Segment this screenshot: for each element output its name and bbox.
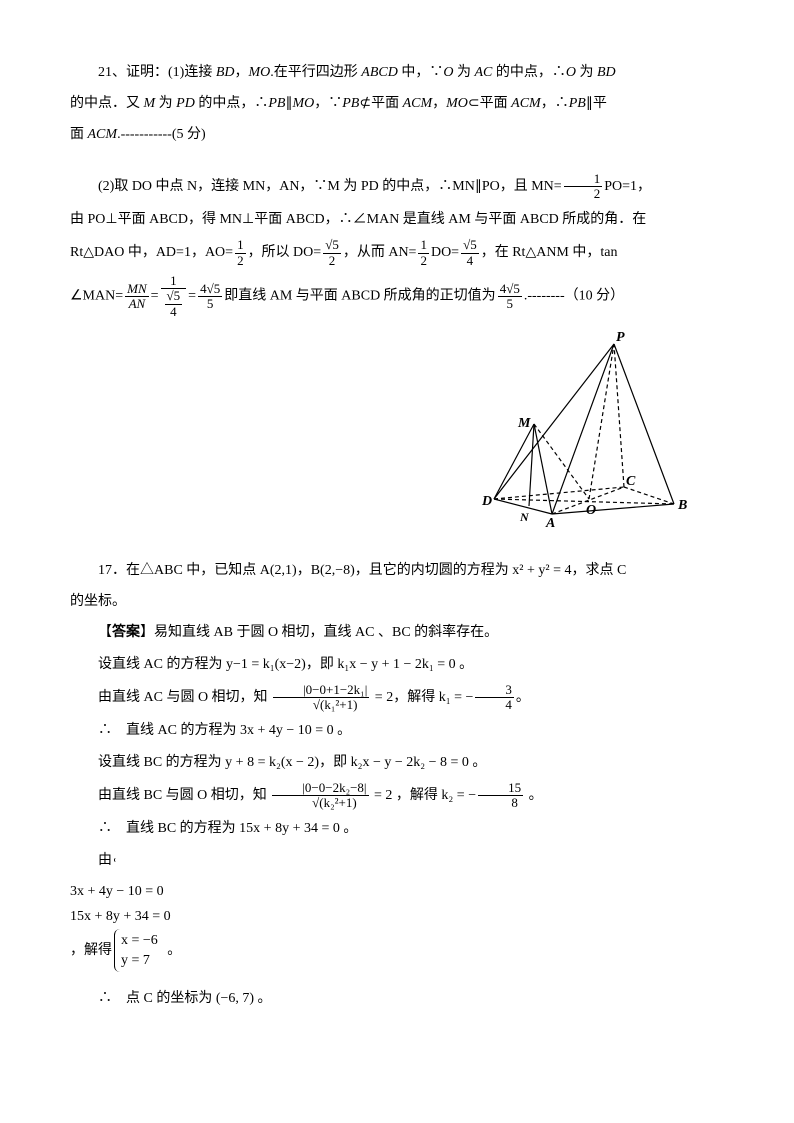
label-A: A xyxy=(545,516,555,529)
p17-q1: 17．在△ABC 中，已知点 A(2,1)，B(2,−8)，且它的内切圆的方程为… xyxy=(70,558,724,583)
system-2: x = −6y = 7 xyxy=(114,929,162,972)
p21b-line2: 由 PO⊥平面 ABCD，得 MN⊥平面 ABCD，∴∠MAN 是直线 AM 与… xyxy=(70,207,724,232)
p17-a4: ∴ 直线 AC 的方程为 3x + 4y − 10 = 0 。 xyxy=(70,718,724,743)
p21b-line1: (2)取 DO 中点 N，连接 MN，AN，∵M 为 PD 的中点，∴MN∥PO… xyxy=(70,172,724,202)
label-B: B xyxy=(677,498,687,513)
p17-a7: ∴ 直线 BC 的方程为 15x + 8y + 34 = 0 。 xyxy=(70,816,724,841)
text: 21、证明：(1)连接 xyxy=(98,65,216,80)
frac-abs2: |0−0−2k₂−8|√(k₂²+1) xyxy=(272,781,368,811)
label-M: M xyxy=(517,416,531,431)
p17-ans-line: 【答案】易知直线 AB 于圆 O 相切，直线 AC 、BC 的斜率存在。 xyxy=(70,620,724,645)
p21-line3: 面 ACM.-----------(5 分) xyxy=(70,122,724,147)
p21b-line3: Rt△DAO 中，AD=1，AO=12，所以 DO=√52，从而 AN=12DO… xyxy=(70,238,724,268)
pyramid-figure: P M D A N O C B xyxy=(70,329,694,538)
frac-abs1: |0−0+1−2k₁|√(k₁²+1) xyxy=(273,683,369,713)
p17-a3: 由直线 AC 与圆 O 相切，知 |0−0+1−2k₁|√(k₁²+1) = 2… xyxy=(70,683,724,713)
p17-a8: 由 xyxy=(70,848,724,873)
p17-q2: 的坐标。 xyxy=(70,589,724,614)
p21-line2: 的中点．又 M 为 PD 的中点，∴PB∥MO，∵PB⊄平面 ACM，MO⊂平面… xyxy=(70,91,724,116)
p21b-line4: ∠MAN=MNAN=1√54=4√55即直线 AM 与平面 ABCD 所成角的正… xyxy=(70,274,724,319)
p17-a2: 设直线 AC 的方程为 y−1 = k₁(x−2)，即 k₁x − y + 1 … xyxy=(70,652,724,677)
label-D: D xyxy=(481,494,492,509)
label-O: O xyxy=(586,503,596,518)
label-N: N xyxy=(519,510,530,524)
system-1 xyxy=(114,858,125,862)
pyramid-svg: P M D A N O C B xyxy=(474,329,694,529)
label-C: C xyxy=(626,474,636,489)
p21-line1: 21、证明：(1)连接 BD，MO.在平行四边形 ABCD 中，∵O 为 AC … xyxy=(70,60,724,85)
p17-a5: 设直线 BC 的方程为 y + 8 = k₂(x − 2)，即 k₂x − y … xyxy=(70,750,724,775)
answer-label: 答案 xyxy=(112,625,140,640)
p17-a6: 由直线 BC 与圆 O 相切，知 |0−0−2k₂−8|√(k₂²+1) = 2… xyxy=(70,781,724,811)
bd: BD xyxy=(216,65,235,80)
label-P: P xyxy=(616,330,625,345)
p17-a9: ∴ 点 C 的坐标为 (−6, 7) 。 xyxy=(70,986,724,1011)
frac-1-2: 12 xyxy=(564,172,603,202)
